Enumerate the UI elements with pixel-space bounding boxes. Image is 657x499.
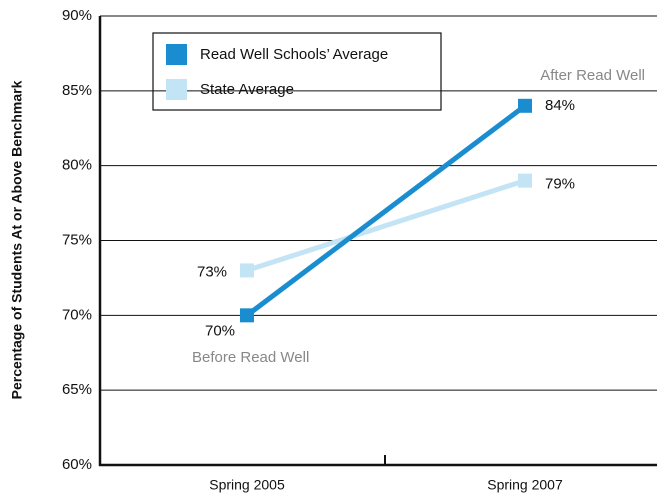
point-marker bbox=[518, 98, 532, 113]
x-tick-label: Spring 2005 bbox=[209, 477, 285, 493]
legend-box bbox=[152, 32, 442, 111]
point-marker bbox=[240, 308, 254, 323]
annotation: After Read Well bbox=[540, 67, 645, 84]
data-label: 70% bbox=[205, 322, 235, 339]
data-label: 73% bbox=[197, 263, 227, 280]
data-label: 79% bbox=[545, 176, 575, 193]
legend-swatch bbox=[166, 79, 187, 100]
y-axis-label: Percentage of Students At or Above Bench… bbox=[9, 80, 25, 399]
legend-label: State Average bbox=[200, 81, 294, 98]
y-tick-label: 60% bbox=[62, 456, 92, 473]
data-label: 84% bbox=[545, 97, 575, 114]
y-tick-label: 80% bbox=[62, 157, 92, 174]
series-line bbox=[246, 178, 526, 273]
x-tick-label: Spring 2007 bbox=[487, 477, 563, 493]
legend-swatch bbox=[166, 44, 187, 65]
point-marker bbox=[240, 263, 254, 278]
y-tick-label: 85% bbox=[62, 82, 92, 99]
y-tick-label: 90% bbox=[62, 7, 92, 24]
y-tick-label: 70% bbox=[62, 306, 92, 323]
legend-label: Read Well Schools’ Average bbox=[200, 46, 388, 63]
y-tick-label: 65% bbox=[62, 381, 92, 398]
series-line bbox=[245, 103, 527, 318]
y-tick-label: 75% bbox=[62, 231, 92, 248]
point-marker bbox=[518, 173, 532, 188]
annotation: Before Read Well bbox=[192, 349, 309, 366]
